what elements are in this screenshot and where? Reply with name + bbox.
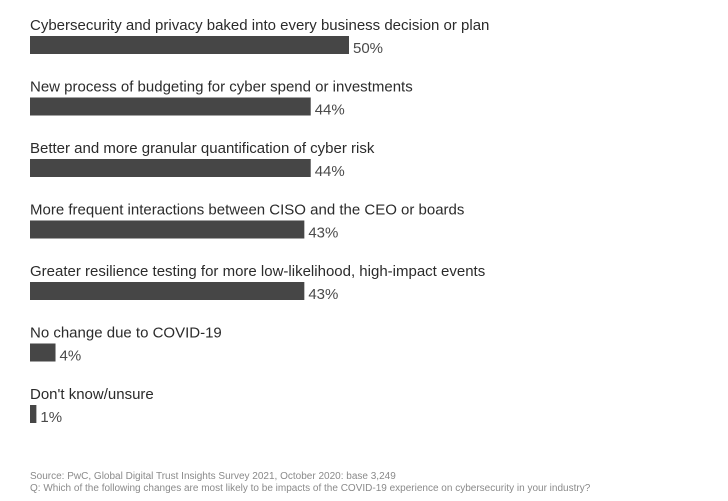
bar-more-frequent-interactions-between-ciso-: [30, 220, 305, 239]
bar-greater-resilience-testing-for-more-low-: [30, 282, 305, 300]
bar-better-and-more-granular-quantification-: [30, 159, 311, 177]
category-label-greater-resilience-testing-for-more-low-: Greater resilience testing for more low-…: [30, 263, 485, 280]
category-label-new-process-of-budgeting-for-cyber-spend: New process of budgeting for cyber spend…: [30, 79, 413, 96]
bar-cybersecurity-and-privacy-baked-into-eve: [30, 36, 349, 54]
bar-new-process-of-budgeting-for-cyber-spend: [30, 97, 311, 116]
bar-no-change-due-to-covid-19: [30, 343, 56, 362]
value-label-no-change-due-to-covid-19: 4%: [60, 348, 82, 365]
category-label-cybersecurity-and-privacy-baked-into-eve: Cybersecurity and privacy baked into eve…: [30, 17, 489, 34]
chart-question-note: Q: Which of the following changes are mo…: [30, 483, 591, 494]
value-label-better-and-more-granular-quantification-: 44%: [315, 163, 345, 180]
value-label-new-process-of-budgeting-for-cyber-spend: 44%: [315, 102, 345, 119]
value-label-more-frequent-interactions-between-ciso-: 43%: [308, 225, 338, 242]
value-label-cybersecurity-and-privacy-baked-into-eve: 50%: [353, 40, 383, 57]
category-label-more-frequent-interactions-between-ciso-: More frequent interactions between CISO …: [30, 202, 464, 219]
bar-don-t-know-unsure: [30, 405, 37, 423]
chart-source-note: Source: PwC, Global Digital Trust Insigh…: [30, 471, 396, 482]
value-label-greater-resilience-testing-for-more-low-: 43%: [308, 286, 338, 303]
value-label-don-t-know-unsure: 1%: [40, 409, 62, 426]
category-label-don-t-know-unsure: Don't know/unsure: [30, 386, 154, 403]
bar-chart: Cybersecurity and privacy baked into eve…: [30, 17, 489, 426]
category-label-better-and-more-granular-quantification-: Better and more granular quantification …: [30, 140, 375, 157]
category-label-no-change-due-to-covid-19: No change due to COVID-19: [30, 325, 222, 342]
